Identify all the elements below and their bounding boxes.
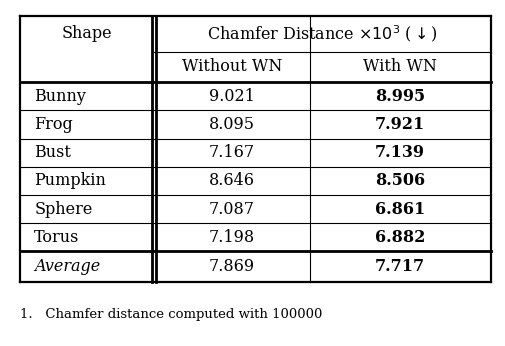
Text: 7.717: 7.717 bbox=[374, 258, 425, 275]
Text: Sphere: Sphere bbox=[34, 201, 92, 218]
Text: 7.167: 7.167 bbox=[209, 144, 255, 161]
Text: Average: Average bbox=[34, 258, 100, 275]
Text: Chamfer Distance $\times10^3$ ($\downarrow$): Chamfer Distance $\times10^3$ ($\downarr… bbox=[207, 23, 437, 44]
Text: 8.995: 8.995 bbox=[374, 88, 425, 105]
Text: 8.095: 8.095 bbox=[209, 116, 255, 133]
Text: With WN: With WN bbox=[363, 58, 436, 75]
Text: Pumpkin: Pumpkin bbox=[34, 172, 106, 189]
Text: Bust: Bust bbox=[34, 144, 71, 161]
Text: Torus: Torus bbox=[34, 229, 80, 246]
Text: 8.506: 8.506 bbox=[374, 172, 425, 189]
Text: 7.139: 7.139 bbox=[375, 144, 424, 161]
Text: 6.861: 6.861 bbox=[374, 201, 425, 218]
Text: 6.882: 6.882 bbox=[374, 229, 425, 246]
Text: 9.021: 9.021 bbox=[209, 88, 255, 105]
Text: Without WN: Without WN bbox=[181, 58, 282, 75]
Text: 7.921: 7.921 bbox=[374, 116, 425, 133]
Text: 7.198: 7.198 bbox=[209, 229, 255, 246]
Text: 1.   Chamfer distance computed with 100000: 1. Chamfer distance computed with 100000 bbox=[20, 308, 322, 321]
Text: 7.869: 7.869 bbox=[209, 258, 255, 275]
Text: Bunny: Bunny bbox=[34, 88, 86, 105]
Text: Frog: Frog bbox=[34, 116, 73, 133]
Text: 7.087: 7.087 bbox=[209, 201, 255, 218]
Text: 8.646: 8.646 bbox=[209, 172, 255, 189]
Text: Shape: Shape bbox=[62, 25, 113, 42]
